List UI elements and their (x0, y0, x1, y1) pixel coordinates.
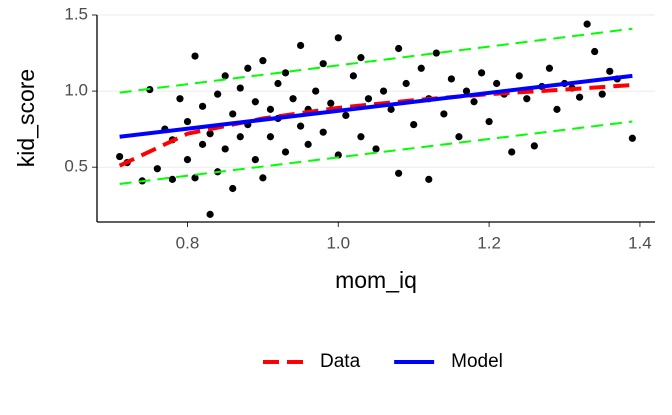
point (591, 47, 599, 56)
point (229, 110, 237, 118)
point (236, 133, 244, 141)
legend-label: Model (451, 351, 503, 372)
point (183, 155, 192, 164)
point (364, 95, 373, 103)
point (251, 98, 259, 106)
point (523, 95, 531, 103)
point (575, 93, 584, 101)
point (153, 165, 161, 173)
point (583, 20, 591, 28)
point (221, 145, 229, 153)
point (470, 98, 478, 106)
point (462, 87, 471, 95)
legend-label: Data (320, 351, 361, 372)
point (198, 102, 207, 110)
point (319, 128, 327, 136)
point (191, 174, 199, 182)
point (387, 105, 395, 113)
point (515, 72, 523, 80)
point (379, 87, 388, 95)
point (447, 75, 456, 83)
point (274, 79, 282, 88)
y-axis-title: kid_score (13, 69, 39, 167)
point (440, 110, 448, 118)
point (598, 90, 606, 98)
point (410, 120, 418, 129)
point (628, 134, 636, 142)
x-tick-label: 1.0 (326, 233, 350, 252)
point (221, 72, 229, 80)
point (530, 142, 538, 150)
point (176, 95, 184, 103)
point (191, 52, 199, 60)
point (116, 152, 124, 161)
point (432, 49, 440, 57)
point (296, 122, 305, 130)
point (168, 175, 177, 183)
point (206, 130, 214, 138)
point (425, 175, 433, 183)
point (259, 174, 267, 182)
point (259, 57, 267, 65)
point (357, 133, 365, 141)
point (281, 148, 290, 156)
point (312, 87, 320, 95)
point (349, 72, 357, 80)
point (244, 64, 252, 72)
point (304, 140, 312, 148)
point (395, 169, 403, 177)
point (402, 79, 410, 88)
point (417, 64, 425, 72)
series-line (119, 27, 633, 94)
point (493, 79, 501, 88)
point (214, 90, 222, 98)
point (372, 145, 380, 153)
point (251, 155, 259, 164)
point (395, 44, 403, 53)
point (485, 117, 493, 126)
series-line (119, 73, 633, 139)
point (281, 69, 290, 77)
point (455, 133, 463, 141)
point (266, 133, 275, 141)
point (319, 60, 327, 68)
point (342, 111, 350, 120)
series-line (118, 83, 633, 168)
y-tick-label: 0.5 (64, 157, 88, 176)
point (477, 69, 486, 77)
point (183, 117, 192, 126)
point (296, 41, 305, 50)
x-tick-label: 1.4 (628, 233, 652, 252)
point (327, 99, 335, 107)
series-line (119, 120, 633, 185)
x-axis-title: mom_iq (335, 267, 417, 293)
point (206, 210, 214, 218)
y-tick-label: 1.0 (64, 81, 88, 100)
point (545, 64, 554, 72)
point (357, 54, 365, 62)
point (606, 67, 614, 75)
point (266, 105, 275, 113)
x-tick-label: 1.2 (477, 233, 501, 252)
point (289, 95, 297, 103)
point (229, 184, 237, 193)
y-tick-label: 1.5 (64, 4, 88, 23)
point (198, 140, 207, 148)
point (553, 105, 561, 113)
point (236, 84, 244, 92)
point (508, 148, 516, 156)
x-tick-label: 0.8 (176, 233, 200, 252)
point (334, 34, 342, 42)
